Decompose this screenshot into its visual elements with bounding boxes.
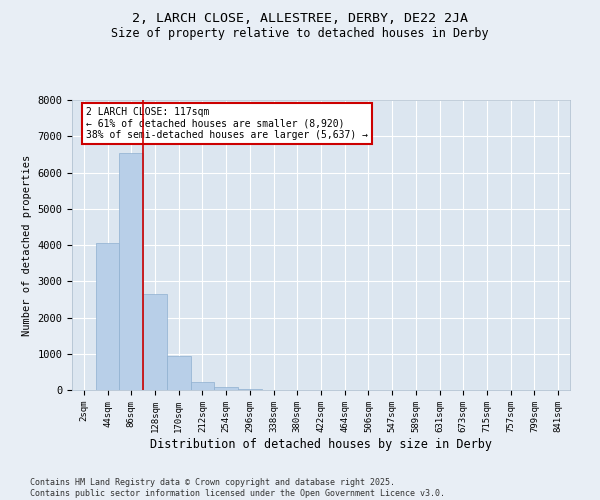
Text: 2, LARCH CLOSE, ALLESTREE, DERBY, DE22 2JA: 2, LARCH CLOSE, ALLESTREE, DERBY, DE22 2… xyxy=(132,12,468,26)
Bar xyxy=(96,243,119,390)
Bar xyxy=(191,382,214,390)
Bar xyxy=(167,356,191,390)
Bar xyxy=(119,152,143,390)
Text: 2 LARCH CLOSE: 117sqm
← 61% of detached houses are smaller (8,920)
38% of semi-d: 2 LARCH CLOSE: 117sqm ← 61% of detached … xyxy=(86,108,368,140)
X-axis label: Distribution of detached houses by size in Derby: Distribution of detached houses by size … xyxy=(150,438,492,450)
Bar xyxy=(143,294,167,390)
Text: Contains HM Land Registry data © Crown copyright and database right 2025.
Contai: Contains HM Land Registry data © Crown c… xyxy=(30,478,445,498)
Text: Size of property relative to detached houses in Derby: Size of property relative to detached ho… xyxy=(111,28,489,40)
Bar xyxy=(214,388,238,390)
Y-axis label: Number of detached properties: Number of detached properties xyxy=(22,154,32,336)
